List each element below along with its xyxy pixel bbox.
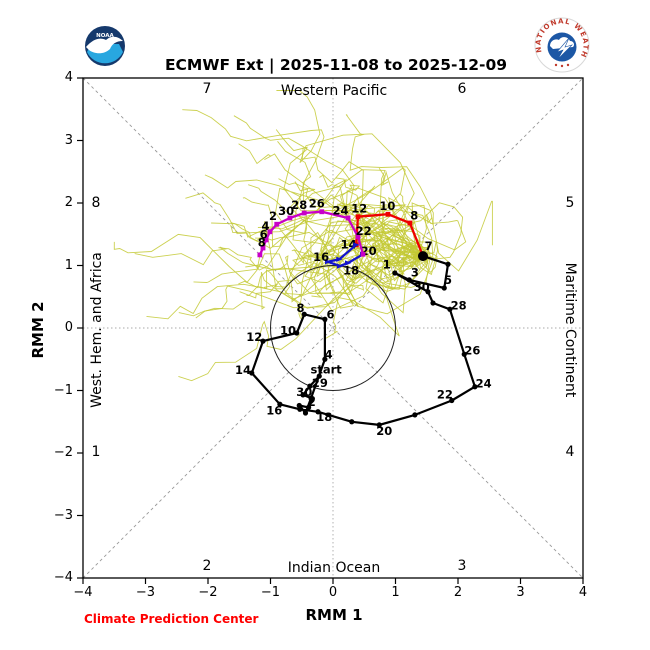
nws-logo: NATIONAL WEATHER SERVICE	[533, 16, 590, 73]
svg-text:10: 10	[280, 324, 296, 338]
phase-label-4: 4	[565, 444, 575, 460]
x-tick-4: 4	[578, 585, 588, 600]
start-annotation: start	[310, 362, 342, 376]
svg-text:3: 3	[411, 265, 419, 279]
y-tick--2: −2	[53, 445, 73, 460]
svg-text:22: 22	[356, 224, 372, 238]
svg-text:16: 16	[266, 404, 282, 418]
noaa-logo: NOAA	[85, 26, 125, 66]
y-tick-2: 2	[64, 195, 73, 210]
svg-text:12: 12	[351, 202, 367, 216]
plot-title: ECMWF Ext | 2025-11-08 to 2025-12-09	[164, 56, 508, 74]
x-tick--4: −4	[73, 585, 93, 600]
svg-text:8: 8	[258, 235, 266, 249]
svg-text:2: 2	[308, 395, 316, 409]
axes-box	[77, 77, 584, 584]
svg-text:24: 24	[476, 377, 492, 391]
svg-text:7: 7	[425, 239, 433, 253]
x-tick-1: 1	[391, 585, 400, 600]
y-tick-1: 1	[64, 257, 73, 273]
svg-text:29: 29	[312, 376, 328, 390]
phase-label-3: 3	[457, 558, 467, 574]
svg-text:28: 28	[291, 198, 307, 212]
svg-text:26: 26	[309, 197, 325, 211]
region-label-west-hem-africa: West. Hem. and Africa	[89, 252, 105, 408]
phase-label-7: 7	[202, 81, 212, 97]
x-tick--2: −2	[198, 585, 218, 600]
forecast-origin-dot	[418, 251, 428, 262]
svg-text:1: 1	[383, 257, 391, 271]
x-tick-0: 0	[328, 585, 338, 600]
y-tick-3: 3	[64, 132, 73, 148]
svg-text:28: 28	[451, 299, 467, 313]
svg-text:10: 10	[379, 199, 395, 213]
region-label-indian-ocean: Indian Ocean	[287, 560, 381, 576]
unit-circle	[270, 265, 396, 391]
y-tick-4: 4	[64, 70, 73, 85]
phase-label-6: 6	[457, 81, 467, 97]
phase-label-5: 5	[565, 195, 575, 211]
svg-text:24: 24	[332, 204, 348, 218]
svg-text:26: 26	[464, 344, 480, 358]
svg-text:6: 6	[260, 227, 268, 241]
x-tick-3: 3	[516, 585, 525, 600]
svg-text:8: 8	[410, 209, 418, 223]
cpc-credit: Climate Prediction Center	[84, 612, 259, 626]
ensemble-members	[113, 90, 493, 382]
y-tick--4: −4	[53, 570, 73, 585]
svg-text:30: 30	[414, 280, 430, 294]
x-tick--1: −1	[260, 585, 281, 600]
y-tick--3: −3	[53, 507, 73, 523]
svg-text:12: 12	[246, 330, 262, 344]
svg-text:16: 16	[313, 250, 329, 264]
svg-text:2: 2	[269, 209, 277, 223]
svg-text:18: 18	[316, 410, 332, 424]
svg-text:4: 4	[325, 347, 333, 361]
y-tick--1: −1	[53, 382, 73, 398]
svg-text:14: 14	[235, 363, 251, 377]
svg-text:6: 6	[326, 307, 334, 321]
y-tick-0: 0	[64, 320, 73, 335]
x-axis-title: RMM 1	[305, 606, 363, 624]
x-tick-2: 2	[453, 585, 463, 600]
guide-lines	[82, 77, 584, 579]
noaa-logo-text: NOAA	[96, 33, 114, 39]
phase-label-2: 2	[202, 558, 212, 574]
phase-label-1: 1	[91, 444, 101, 460]
svg-text:30: 30	[278, 204, 294, 218]
svg-text:18: 18	[343, 264, 359, 278]
phase-label-8: 8	[91, 195, 101, 211]
svg-text:22: 22	[437, 387, 453, 401]
svg-text:8: 8	[296, 301, 304, 315]
svg-text:4: 4	[261, 219, 269, 233]
x-tick--3: −3	[135, 585, 156, 600]
svg-text:20: 20	[376, 424, 392, 438]
svg-text:30: 30	[296, 385, 312, 399]
region-label-western-pacific: Western Pacific	[280, 83, 388, 99]
svg-text:5: 5	[444, 273, 452, 287]
region-label-maritime-continent: Maritime Continent	[562, 262, 578, 398]
